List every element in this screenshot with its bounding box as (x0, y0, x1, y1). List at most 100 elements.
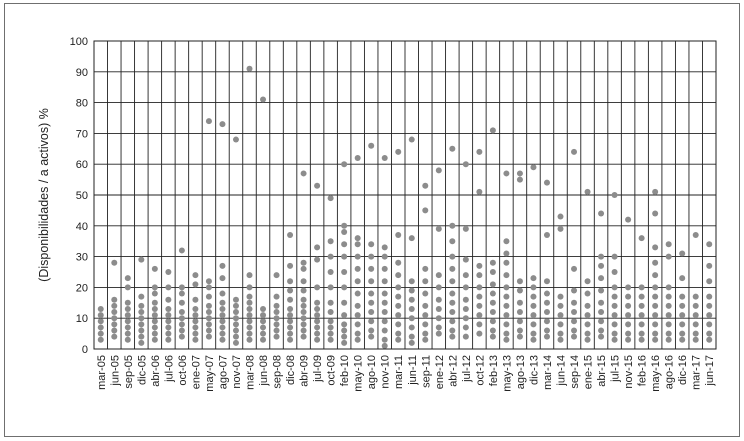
x-tick-label: sep-05 (123, 355, 135, 389)
data-point (395, 330, 402, 337)
data-point (571, 287, 578, 294)
data-point (706, 312, 713, 319)
data-point (327, 238, 334, 245)
data-point (489, 299, 496, 306)
data-point (584, 302, 591, 309)
data-point (368, 290, 375, 297)
x-tick-label: jun-14 (556, 355, 568, 387)
data-point (165, 312, 172, 319)
data-point (327, 336, 334, 343)
data-point (679, 302, 686, 309)
data-point (679, 250, 686, 257)
data-point (111, 309, 118, 316)
data-point (652, 312, 659, 319)
data-point (489, 318, 496, 325)
data-point (300, 315, 307, 322)
data-point (638, 321, 645, 328)
data-point (706, 241, 713, 248)
data-point (611, 336, 618, 343)
data-point (260, 336, 267, 343)
data-point (111, 333, 118, 340)
data-point (530, 336, 537, 343)
data-point (489, 290, 496, 297)
data-point (679, 312, 686, 319)
data-point (665, 321, 672, 328)
data-point (638, 293, 645, 300)
data-point (124, 299, 131, 306)
data-point (341, 333, 348, 340)
data-point (260, 330, 267, 337)
data-point (692, 232, 699, 239)
y-tick-label: 50 (76, 190, 88, 202)
data-point (422, 321, 429, 328)
data-point (489, 259, 496, 266)
data-point (503, 259, 510, 266)
data-point (435, 315, 442, 322)
data-point (205, 327, 212, 334)
data-point (287, 305, 294, 312)
data-point (516, 318, 523, 325)
data-point (408, 136, 415, 143)
data-point (232, 315, 239, 322)
data-point (354, 253, 361, 260)
data-point (679, 330, 686, 337)
data-point (665, 330, 672, 337)
data-points (97, 65, 713, 349)
data-point (598, 333, 605, 340)
data-point (571, 265, 578, 272)
data-point (706, 336, 713, 343)
data-point (449, 265, 456, 272)
data-point (706, 330, 713, 337)
data-point (327, 299, 334, 306)
data-point (462, 272, 469, 279)
data-point (395, 336, 402, 343)
data-point (395, 148, 402, 155)
data-point (422, 265, 429, 272)
data-point (408, 235, 415, 242)
data-point (476, 148, 483, 155)
data-point (165, 318, 172, 325)
data-point (476, 284, 483, 291)
data-point (124, 336, 131, 343)
data-point (598, 253, 605, 260)
data-point (692, 336, 699, 343)
data-point (178, 284, 185, 291)
x-tick-label: mar-08 (245, 355, 257, 390)
plot-area (93, 40, 717, 350)
x-tick-labels: mar-05 jun-05 sep-05 dic-05 abr-06 jul-06 oct-… (96, 355, 716, 392)
data-point (476, 302, 483, 309)
data-point (408, 296, 415, 303)
data-point (273, 333, 280, 340)
data-point (232, 136, 239, 143)
data-point (327, 309, 334, 316)
data-point (611, 284, 618, 291)
y-tick-label: 30 (76, 252, 88, 264)
data-point (435, 225, 442, 232)
data-point (557, 225, 564, 232)
data-point (341, 253, 348, 260)
data-point (205, 302, 212, 309)
data-point (381, 336, 388, 343)
data-point (665, 253, 672, 260)
data-point (205, 278, 212, 285)
data-point (489, 327, 496, 334)
data-point (665, 241, 672, 248)
data-point (706, 302, 713, 309)
data-point (341, 161, 348, 168)
data-point (395, 302, 402, 309)
data-point (530, 293, 537, 300)
data-point (246, 324, 253, 331)
data-point (111, 327, 118, 334)
data-point (273, 321, 280, 328)
data-point (341, 339, 348, 346)
data-point (138, 302, 145, 309)
data-point (300, 321, 307, 328)
data-point (530, 275, 537, 282)
data-point (584, 330, 591, 337)
data-point (435, 305, 442, 312)
data-point (598, 275, 605, 282)
data-point (638, 302, 645, 309)
data-point (368, 253, 375, 260)
data-point (178, 290, 185, 297)
data-point (192, 281, 199, 288)
